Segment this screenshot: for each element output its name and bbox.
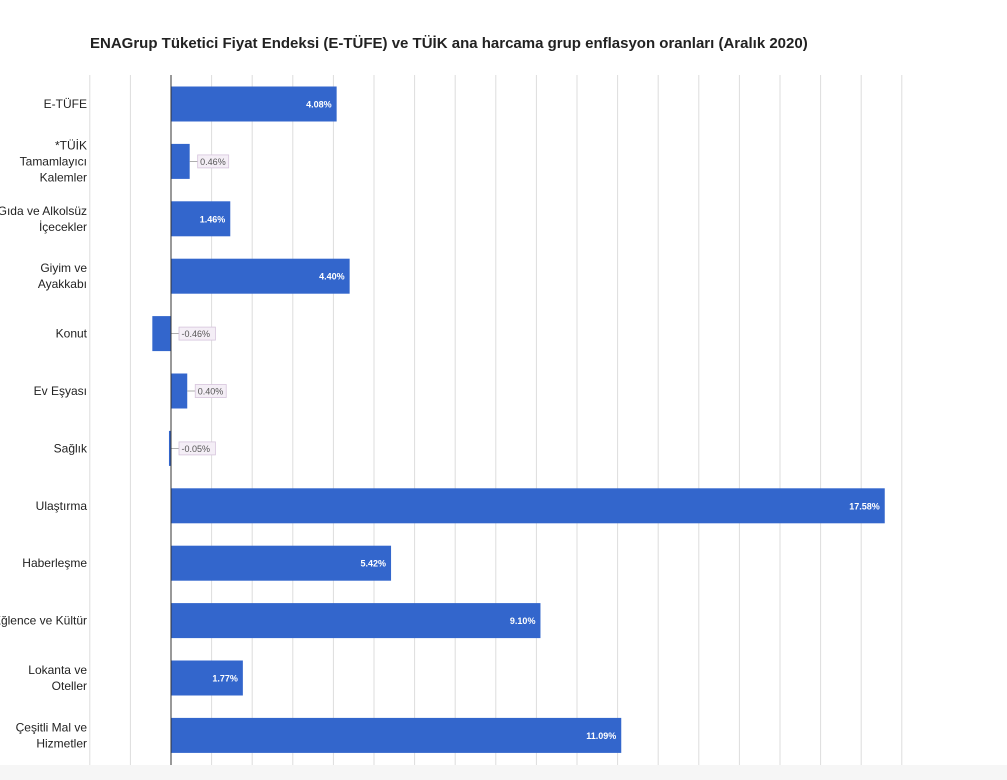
data-label-box	[178, 441, 216, 456]
data-label: -0.05%	[182, 444, 211, 454]
data-label: 11.09%	[586, 731, 616, 741]
data-label: 0.46%	[200, 157, 226, 167]
category-labels: E-TÜFE *TÜİK Tamamlayıcı Kalemler Gıda ve Al…	[0, 97, 88, 750]
category-label: Sağlık	[54, 441, 88, 455]
data-labels: 4.08% 0.46% 1.46% 4.40% -0.46% 0.40% -0.05% 17.…	[171, 100, 880, 741]
bar	[171, 660, 243, 696]
chart-title: ENAGrup Tüketici Fiyat Endeksi (E-TÜFE) …	[90, 35, 808, 52]
category-label: E-TÜFE	[44, 97, 87, 111]
bar	[171, 545, 392, 581]
category-label: *TÜİK Tamamlayıcı Kalemler	[20, 138, 87, 184]
data-label: 1.77%	[212, 674, 238, 684]
category-label: Giyim ve Ayakkabı	[38, 261, 87, 291]
data-label: 1.46%	[200, 214, 226, 224]
bar	[171, 86, 337, 122]
category-label: Ev Eşyası	[34, 384, 87, 398]
bar	[168, 430, 171, 466]
bar	[171, 488, 885, 524]
data-label: 0.40%	[198, 387, 224, 397]
bottom-strip	[0, 765, 1007, 780]
data-label: 17.58%	[849, 501, 880, 511]
data-label: 9.10%	[510, 616, 536, 626]
category-label: Gıda ve Alkolsüz İçecekler	[0, 204, 87, 234]
category-label: Haberleşme	[22, 556, 87, 570]
category-label: Çeşitli Mal ve Hizmetler	[16, 720, 88, 750]
bar	[171, 143, 190, 179]
bar	[152, 316, 171, 352]
data-label: -0.46%	[182, 329, 211, 339]
data-label: 5.42%	[361, 559, 387, 569]
gridlines	[89, 75, 903, 765]
bar	[171, 373, 188, 409]
bar	[171, 717, 622, 753]
data-label-box	[194, 384, 227, 398]
bar	[171, 603, 541, 639]
bars	[152, 86, 885, 753]
bar	[171, 258, 350, 294]
data-label-box	[197, 154, 230, 169]
bar	[171, 201, 231, 237]
data-label: 4.08%	[306, 100, 332, 110]
data-label: 4.40%	[319, 272, 345, 282]
category-label: Konut	[56, 327, 88, 341]
data-label-box	[178, 326, 216, 341]
category-label: Eğlence ve Kültür	[0, 614, 87, 628]
category-label: Lokanta ve Oteller	[28, 663, 87, 693]
category-label: Ulaştırma	[36, 499, 88, 513]
